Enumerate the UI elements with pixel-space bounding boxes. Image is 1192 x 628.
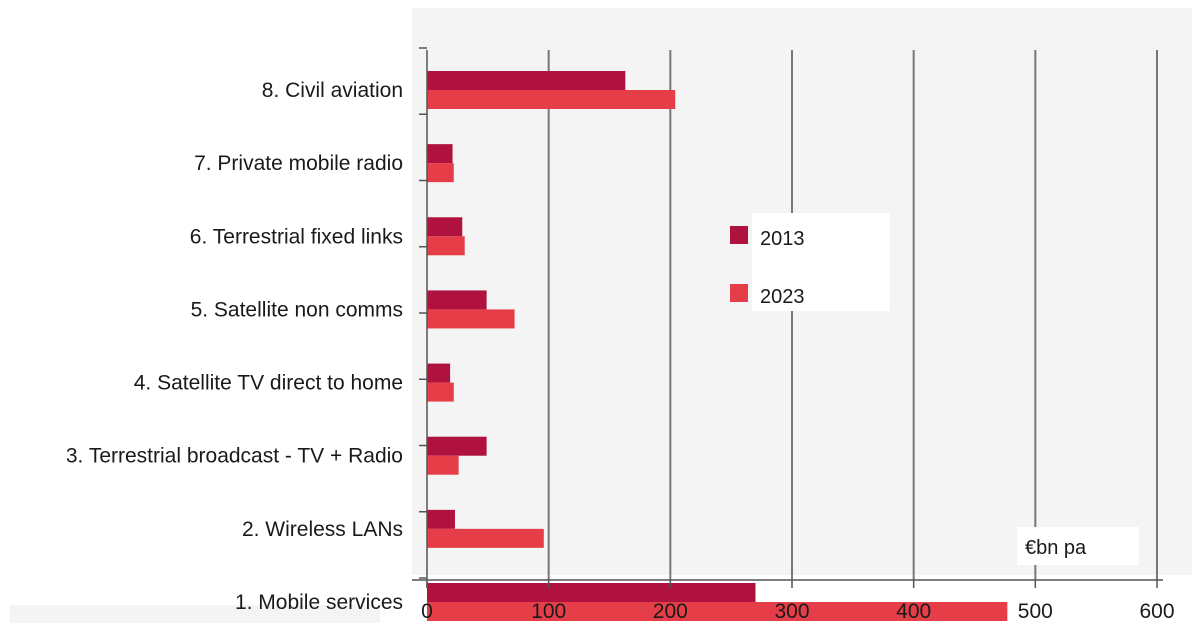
category-label-8: 8. Civil aviation: [262, 79, 403, 102]
category-labels: 1. Mobile services 2. Wireless LANs 3. Ter…: [66, 79, 403, 614]
x-tick-label-100: 100: [531, 600, 566, 623]
bars: [427, 71, 1008, 621]
bar-2013-6: [427, 217, 463, 237]
x-tick-label-200: 200: [653, 600, 688, 623]
bar-2023-3: [427, 455, 459, 475]
corner-panel: [10, 605, 380, 623]
category-label-3: 3. Terrestrial broadcast - TV + Radio: [66, 445, 403, 468]
category-label-5: 5. Satellite non comms: [191, 298, 403, 321]
unit-label-box: [1017, 527, 1139, 565]
category-label-1: 1. Mobile services: [235, 591, 403, 614]
bar-2013-5: [427, 290, 487, 310]
bar-2013-1: [427, 583, 756, 602]
bar-2023-5: [427, 309, 515, 329]
legend-swatch-2013: [730, 226, 748, 244]
category-label-4: 4. Satellite TV direct to home: [134, 372, 403, 395]
bar-2023-1: [427, 602, 1008, 621]
category-label-6: 6. Terrestrial fixed links: [190, 225, 403, 248]
category-label-7: 7. Private mobile radio: [194, 152, 403, 175]
unit-annotation: €bn pa: [1017, 527, 1139, 565]
bar-2023-8: [427, 90, 676, 109]
x-tick-label-300: 300: [774, 600, 809, 623]
x-tick-label-500: 500: [1018, 600, 1053, 623]
x-tick-label-0: 0: [421, 600, 433, 623]
legend-swatch-2023: [730, 284, 748, 302]
legend-label-2013: 2013: [760, 228, 805, 250]
bar-2013-3: [427, 436, 487, 456]
bar-2013-8: [427, 71, 626, 90]
bar-2023-2: [427, 528, 544, 548]
bar-2013-2: [427, 509, 455, 529]
bar-2013-4: [427, 363, 451, 383]
category-label-2: 2. Wireless LANs: [242, 518, 403, 541]
legend-label-2023: 2023: [760, 286, 805, 308]
axes: 0 100 200 300 400 500 600: [412, 47, 1175, 623]
bar-2023-4: [427, 382, 454, 402]
x-tick-label-600: 600: [1139, 600, 1174, 623]
gridlines: [547, 50, 1158, 580]
bar-2023-6: [427, 236, 465, 256]
x-tick-label-400: 400: [896, 600, 931, 623]
unit-label: €bn pa: [1025, 537, 1087, 559]
bar-2023-7: [427, 163, 454, 183]
legend: 2013 2023: [730, 213, 890, 311]
legend-box: [752, 213, 890, 311]
bar-2013-7: [427, 144, 453, 164]
